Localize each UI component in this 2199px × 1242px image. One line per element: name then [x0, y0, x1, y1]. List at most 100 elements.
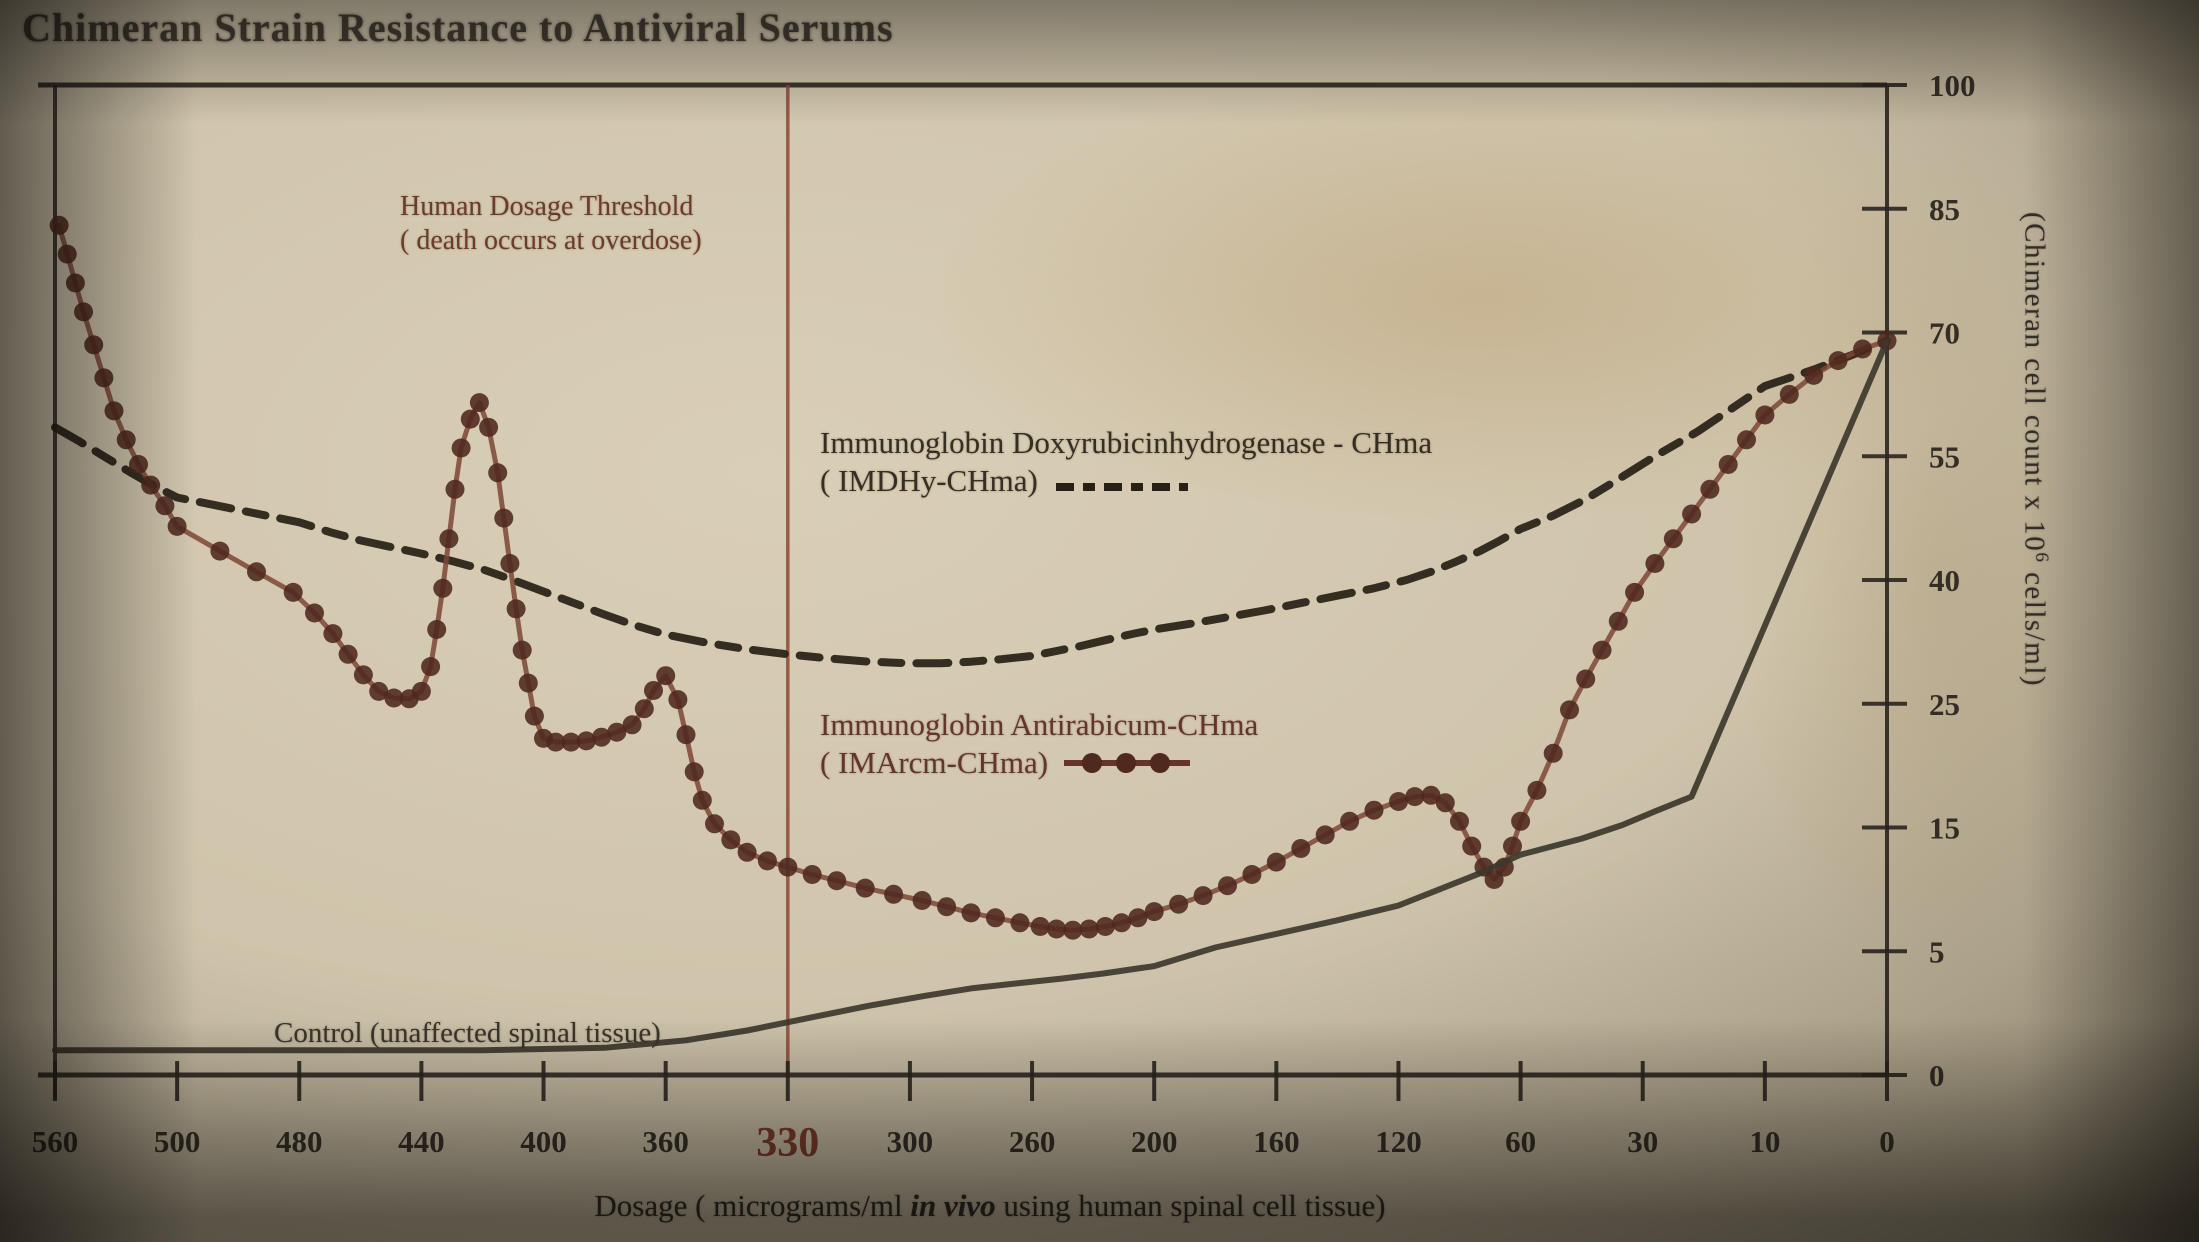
x-axis-title-invivo: in vivo	[910, 1188, 996, 1223]
imarcm-data-point	[1527, 780, 1547, 800]
imdhy-series-abbrev-row: ( IMDHy-CHma)	[820, 462, 1432, 503]
imarcm-data-point	[778, 857, 798, 877]
imarcm-data-point	[1779, 384, 1799, 404]
imarcm-data-point	[439, 529, 459, 549]
page-title: Chimeran Strain Resistance to Antiviral …	[22, 5, 894, 50]
y-tick-label: 70	[1929, 316, 1960, 351]
imarcm-data-point	[488, 463, 508, 483]
imarcm-data-point	[445, 479, 465, 499]
imarcm-data-point	[129, 455, 148, 474]
imarcm-data-point	[524, 706, 544, 726]
imarcm-data-point	[644, 681, 663, 700]
imarcm-data-point	[1030, 917, 1050, 936]
imarcm-data-point	[1389, 792, 1408, 811]
x-tick-label: 480	[276, 1124, 323, 1159]
imarcm-data-point	[57, 244, 77, 264]
imarcm-data-point	[1128, 908, 1148, 928]
imarcm-data-point	[116, 430, 136, 450]
imarcm-data-point	[802, 865, 822, 884]
imarcm-data-point	[1340, 811, 1360, 831]
imarcm-data-point	[1315, 825, 1335, 845]
imarcm-data-point	[1592, 640, 1612, 660]
imarcm-data-point	[1804, 365, 1824, 385]
imarcm-data-point	[1682, 504, 1702, 524]
imarcm-data-point	[912, 891, 932, 910]
imarcm-data-point	[1737, 430, 1756, 450]
imarcm-data-point	[323, 624, 343, 644]
imarcm-data-point	[692, 790, 712, 810]
imdhy-series-label: Immunoglobin Doxyrubicinhydrogenase - CH…	[820, 424, 1432, 503]
imarcm-data-point	[1047, 919, 1066, 939]
imarcm-data-point	[506, 599, 526, 619]
imdhy-series-abbrev: ( IMDHy-CHma)	[820, 462, 1038, 498]
y-tick-label: 25	[1929, 687, 1960, 722]
imarcm-data-point	[1144, 902, 1164, 922]
imarcm-data-point	[1576, 669, 1596, 689]
x-axis-title-prefix: Dosage ( micrograms/ml	[594, 1188, 911, 1223]
imarcm-data-point	[668, 690, 688, 710]
y-axis-title: (Chimeran cell count x 106 cells/ml)	[2017, 212, 2052, 687]
imarcm-data-point	[65, 273, 85, 293]
imarcm-data-point	[74, 302, 93, 322]
imarcm-data-point	[155, 496, 175, 516]
y-tick-label: 85	[1929, 192, 1960, 227]
y-axis-title-prefix: (Chimeran cell count x 10	[2018, 212, 2051, 553]
threshold-annotation-line1: Human Dosage Threshold	[400, 191, 694, 222]
imarcm-data-point	[1462, 836, 1482, 856]
y-tick-label: 15	[1929, 811, 1960, 846]
imarcm-data-point	[985, 908, 1005, 928]
imarcm-data-point	[1010, 913, 1030, 933]
imarcm-data-point	[500, 554, 520, 573]
imarcm-data-point	[94, 368, 114, 388]
imarcm-data-point	[705, 814, 724, 834]
x-tick-label: 260	[1009, 1124, 1056, 1159]
imarcm-data-point	[1700, 479, 1720, 499]
imarcm-dotline-sample-icon	[1062, 747, 1192, 785]
imarcm-data-point	[1828, 351, 1848, 371]
imarcm-data-point	[1291, 839, 1311, 858]
imdhy-dash-sample-icon	[1052, 465, 1192, 503]
imarcm-data-point	[721, 830, 741, 850]
imarcm-data-point	[1405, 787, 1425, 807]
imarcm-data-point	[479, 417, 499, 437]
imarcm-data-point	[1242, 865, 1262, 884]
imarcm-data-point	[676, 725, 696, 745]
y-tick-label: 55	[1929, 439, 1960, 474]
imarcm-data-point	[247, 562, 266, 582]
x-tick-label: 330	[756, 1120, 819, 1166]
imarcm-data-point	[305, 603, 324, 623]
x-tick-label: 200	[1131, 1124, 1178, 1159]
imarcm-data-point	[460, 409, 480, 429]
imarcm-data-point	[1364, 800, 1384, 820]
imarcm-data-point	[84, 335, 104, 355]
x-tick-label: 60	[1505, 1124, 1536, 1159]
imarcm-data-point	[684, 762, 704, 782]
imarcm-data-point	[1511, 811, 1531, 831]
imarcm-data-point	[1645, 554, 1665, 573]
y-axis-title-suffix: cells/ml)	[2018, 563, 2051, 688]
imarcm-series-abbrev-row: ( IMArcm-CHma)	[820, 744, 1258, 785]
imarcm-data-point	[757, 851, 777, 871]
imarcm-data-point	[961, 903, 981, 923]
imarcm-data-point	[827, 871, 847, 891]
x-tick-label: 360	[642, 1124, 689, 1159]
imarcm-data-point	[451, 438, 471, 458]
x-tick-label: 300	[887, 1124, 934, 1159]
imarcm-data-point	[884, 884, 904, 904]
imarcm-data-point	[1450, 811, 1469, 831]
x-tick-label: 560	[32, 1124, 79, 1159]
imarcm-series-abbrev: ( IMArcm-CHma)	[820, 744, 1049, 780]
imarcm-data-point	[421, 657, 441, 677]
x-tick-label: 30	[1627, 1124, 1658, 1159]
imarcm-data-point	[1063, 920, 1083, 940]
y-tick-label: 0	[1929, 1058, 1945, 1093]
x-tick-label: 0	[1879, 1124, 1895, 1159]
y-axis-title-exponent: 6	[2031, 552, 2052, 564]
imarcm-data-point	[283, 582, 303, 602]
x-tick-label: 440	[398, 1124, 445, 1159]
imarcm-data-point	[622, 715, 642, 735]
imarcm-data-point	[1169, 894, 1189, 914]
imarcm-data-point	[1755, 405, 1775, 425]
control-series-label: Control (unaffected spinal tissue)	[274, 1017, 661, 1049]
